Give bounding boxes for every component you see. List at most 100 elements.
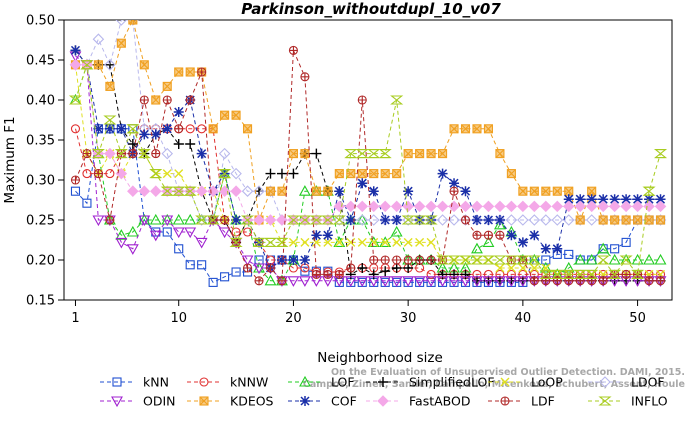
data-point <box>655 194 666 205</box>
series-odin <box>69 51 667 287</box>
data-point <box>437 269 448 280</box>
data-point <box>334 186 345 197</box>
legend-label: LoOP <box>531 375 563 390</box>
data-point <box>356 214 369 226</box>
data-point <box>460 186 471 197</box>
legend-item-knn: kNN <box>100 375 169 390</box>
data-point-cross <box>450 187 459 196</box>
data-point-cross <box>438 149 447 158</box>
data-point-cross <box>644 215 654 225</box>
data-point-cross <box>415 256 424 264</box>
data-point <box>126 244 139 255</box>
data-point <box>184 227 197 239</box>
data-point <box>231 267 241 277</box>
y-axis-title: Maximum F1 <box>2 116 18 203</box>
data-point-cross <box>140 96 149 104</box>
data-point <box>392 237 402 247</box>
data-point <box>298 185 311 196</box>
data-point-edge <box>162 186 173 196</box>
data-point <box>69 59 82 71</box>
legend-label: SimplifiedLOF <box>409 375 495 390</box>
data-point <box>380 237 390 247</box>
data-point-cross <box>530 276 539 285</box>
data-point <box>92 33 105 45</box>
data-point-edge <box>357 149 368 159</box>
data-point <box>357 263 368 273</box>
data-point-cross <box>507 169 516 178</box>
data-point <box>253 185 265 197</box>
data-point-cross <box>163 96 172 104</box>
data-point-cross <box>495 231 504 240</box>
data-point <box>493 218 506 230</box>
y-tick-label: 0.35 <box>26 134 55 149</box>
data-point-edge <box>506 255 517 265</box>
data-point <box>253 263 265 275</box>
data-point-cross <box>529 186 539 196</box>
series-inflo <box>68 60 668 279</box>
data-point <box>346 237 356 247</box>
data-point-edge <box>380 149 391 159</box>
data-point <box>598 194 609 205</box>
data-point <box>334 237 344 247</box>
data-point-cross <box>277 276 286 285</box>
data-point-edge <box>598 255 609 265</box>
data-point <box>218 227 231 239</box>
data-point-edge <box>540 269 551 279</box>
data-point <box>586 194 597 205</box>
data-point <box>150 129 161 140</box>
data-point <box>390 200 403 213</box>
data-point-cross <box>575 215 585 225</box>
data-point <box>610 244 620 254</box>
legend-label: INFLO <box>631 394 668 409</box>
data-point <box>345 215 356 225</box>
data-point <box>149 230 162 242</box>
data-point <box>104 59 115 70</box>
data-point <box>174 169 184 179</box>
data-point <box>253 214 265 226</box>
data-point-cross <box>266 264 275 272</box>
data-point <box>241 255 254 267</box>
data-point <box>263 237 278 247</box>
legend-label: LDF <box>531 394 555 409</box>
data-point-cross <box>552 186 562 196</box>
data-point <box>172 227 185 239</box>
data-point <box>311 237 321 247</box>
data-point <box>207 185 219 197</box>
data-point <box>449 178 460 189</box>
data-point-cross <box>231 110 241 120</box>
data-point <box>540 214 552 226</box>
data-point <box>173 139 184 149</box>
data-point <box>540 243 551 254</box>
data-point <box>449 269 460 280</box>
data-point <box>377 395 389 407</box>
data-point-edge <box>322 215 333 225</box>
data-point <box>333 236 346 247</box>
data-point <box>197 260 207 270</box>
data-point <box>471 242 483 254</box>
data-point <box>494 215 505 225</box>
data-point-cross <box>645 276 654 285</box>
data-point-edge <box>483 255 494 265</box>
data-point <box>609 194 620 205</box>
data-point <box>184 213 197 225</box>
series-line <box>75 50 661 269</box>
data-point-cross <box>128 149 137 158</box>
x-tick-label: 40 <box>515 311 532 326</box>
data-point <box>276 168 287 179</box>
data-point <box>482 276 495 287</box>
data-point-edge <box>311 215 322 225</box>
data-point <box>402 214 414 226</box>
data-point <box>379 200 391 213</box>
data-point <box>322 230 333 241</box>
data-point-cross <box>501 397 509 405</box>
data-point <box>161 215 174 227</box>
axes-layer: 1 10 20 30 40 50 0.15 0.20 0.25 0.30 0.35 0.40 0.45 0… <box>26 14 646 327</box>
data-point <box>104 147 116 160</box>
data-point <box>111 396 123 408</box>
data-point-cross <box>518 186 528 196</box>
data-point <box>585 200 598 213</box>
data-point <box>621 194 632 205</box>
data-point <box>231 215 242 225</box>
legend-item-ldf: LDF <box>488 394 555 409</box>
data-point <box>654 200 667 213</box>
